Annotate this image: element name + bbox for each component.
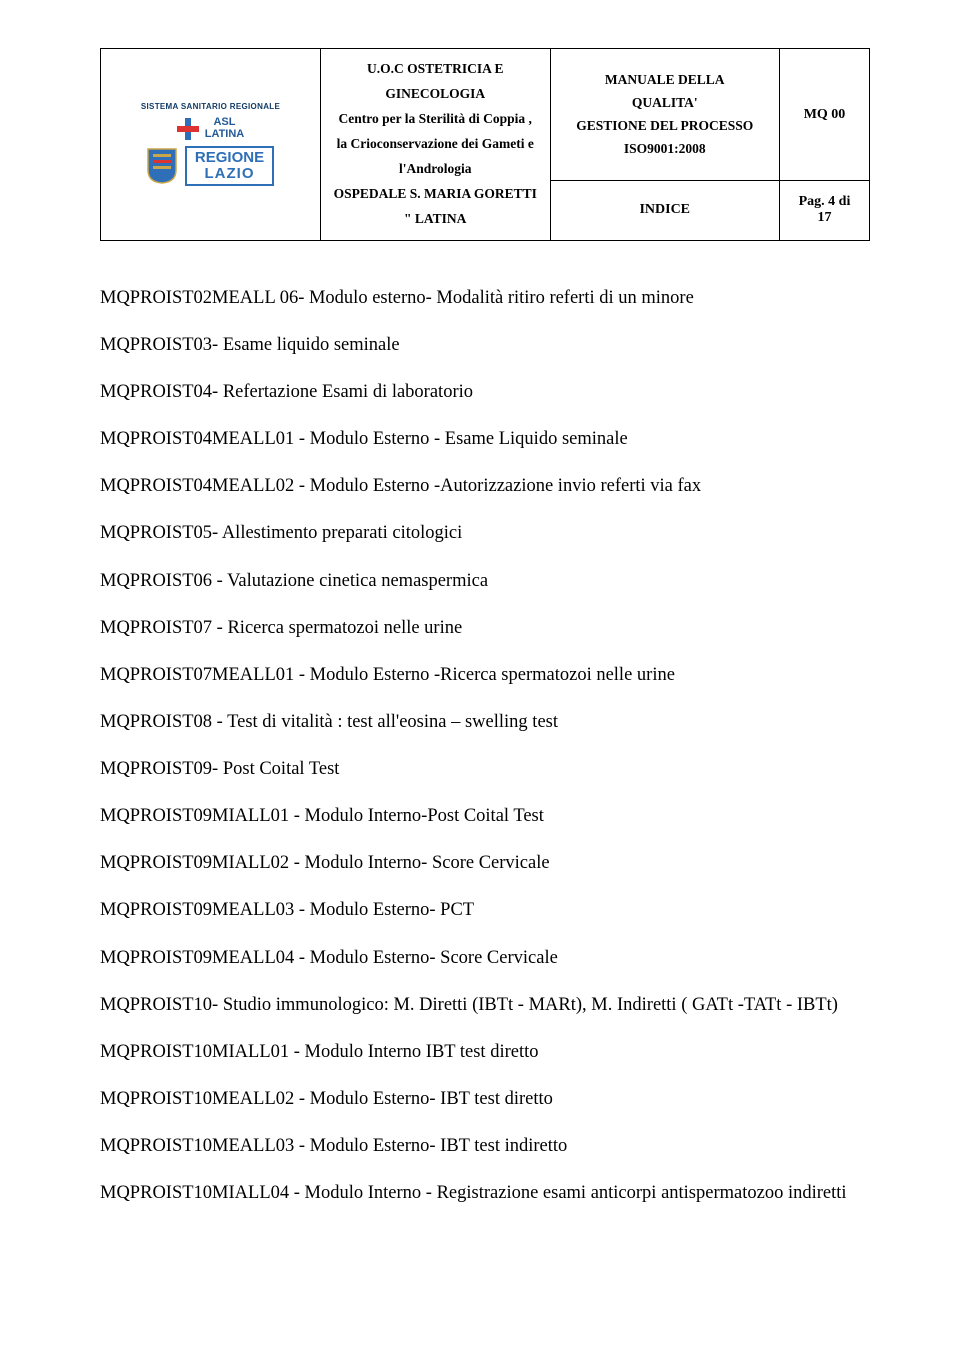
page: SISTEMA SANITARIO REGIONALE ASL LATINA bbox=[0, 0, 960, 1348]
regione-line1: REGIONE bbox=[195, 150, 264, 165]
regione-crest-icon bbox=[147, 148, 177, 184]
logo-wrap: SISTEMA SANITARIO REGIONALE ASL LATINA bbox=[111, 102, 310, 186]
asl-line1: ASL bbox=[213, 116, 235, 128]
list-item: MQPROIST10MIALL04 - Modulo Interno - Reg… bbox=[100, 1182, 870, 1205]
list-item: MQPROIST06 - Valutazione cinetica nemasp… bbox=[100, 570, 870, 593]
indice-label: INDICE bbox=[550, 181, 780, 241]
asl-line2: LATINA bbox=[205, 128, 245, 140]
center-line1: U.O.C OSTETRICIA E GINECOLOGIA bbox=[331, 57, 540, 107]
medical-cross-icon bbox=[177, 118, 199, 140]
header-table: SISTEMA SANITARIO REGIONALE ASL LATINA bbox=[100, 48, 870, 241]
list-item: MQPROIST03- Esame liquido seminale bbox=[100, 334, 870, 357]
logo-cell: SISTEMA SANITARIO REGIONALE ASL LATINA bbox=[101, 49, 321, 241]
center-cell: U.O.C OSTETRICIA E GINECOLOGIA Centro pe… bbox=[321, 49, 551, 241]
list-item: MQPROIST09MIALL02 - Modulo Interno- Scor… bbox=[100, 852, 870, 875]
list-item: MQPROIST08 - Test di vitalità : test all… bbox=[100, 711, 870, 734]
rt-line4: ISO9001:2008 bbox=[561, 138, 770, 161]
list-item: MQPROIST09MEALL03 - Modulo Esterno- PCT bbox=[100, 899, 870, 922]
list-item: MQPROIST09MEALL04 - Modulo Esterno- Scor… bbox=[100, 947, 870, 970]
center-line2: Centro per la Sterilità di Coppia , bbox=[331, 107, 540, 132]
center-line3: la Crioconservazione dei Gameti e l'Andr… bbox=[331, 132, 540, 182]
page-label: Pag. 4 di 17 bbox=[780, 181, 870, 241]
asl-row: ASL LATINA bbox=[177, 117, 245, 140]
regione-box: REGIONE LAZIO bbox=[185, 146, 274, 186]
content-list: MQPROIST02MEALL 06- Modulo esterno- Moda… bbox=[100, 287, 870, 1206]
list-item: MQPROIST10- Studio immunologico: M. Dire… bbox=[100, 994, 870, 1017]
rt-line3: GESTIONE DEL PROCESSO bbox=[561, 115, 770, 138]
asl-text: ASL LATINA bbox=[205, 117, 245, 140]
ssr-label: SISTEMA SANITARIO REGIONALE bbox=[141, 102, 280, 111]
regione-line2: LAZIO bbox=[195, 165, 264, 182]
list-item: MQPROIST04MEALL01 - Modulo Esterno - Esa… bbox=[100, 428, 870, 451]
list-item: MQPROIST10MEALL02 - Modulo Esterno- IBT … bbox=[100, 1088, 870, 1111]
list-item: MQPROIST07 - Ricerca spermatozoi nelle u… bbox=[100, 617, 870, 640]
center-line4: OSPEDALE S. MARIA GORETTI " LATINA bbox=[331, 182, 540, 232]
right-top-cell: MANUALE DELLA QUALITA' GESTIONE DEL PROC… bbox=[550, 49, 780, 181]
list-item: MQPROIST09MIALL01 - Modulo Interno-Post … bbox=[100, 805, 870, 828]
list-item: MQPROIST10MEALL03 - Modulo Esterno- IBT … bbox=[100, 1135, 870, 1158]
list-item: MQPROIST10MIALL01 - Modulo Interno IBT t… bbox=[100, 1041, 870, 1064]
list-item: MQPROIST07MEALL01 - Modulo Esterno -Rice… bbox=[100, 664, 870, 687]
list-item: MQPROIST04MEALL02 - Modulo Esterno -Auto… bbox=[100, 475, 870, 498]
list-item: MQPROIST09- Post Coital Test bbox=[100, 758, 870, 781]
list-item: MQPROIST02MEALL 06- Modulo esterno- Moda… bbox=[100, 287, 870, 310]
regione-row: REGIONE LAZIO bbox=[147, 146, 274, 186]
list-item: MQPROIST04- Refertazione Esami di labora… bbox=[100, 381, 870, 404]
rt-line2: QUALITA' bbox=[561, 92, 770, 115]
mq-cell: MQ 00 bbox=[780, 49, 870, 181]
list-item: MQPROIST05- Allestimento preparati citol… bbox=[100, 522, 870, 545]
rt-line1: MANUALE DELLA bbox=[561, 69, 770, 92]
